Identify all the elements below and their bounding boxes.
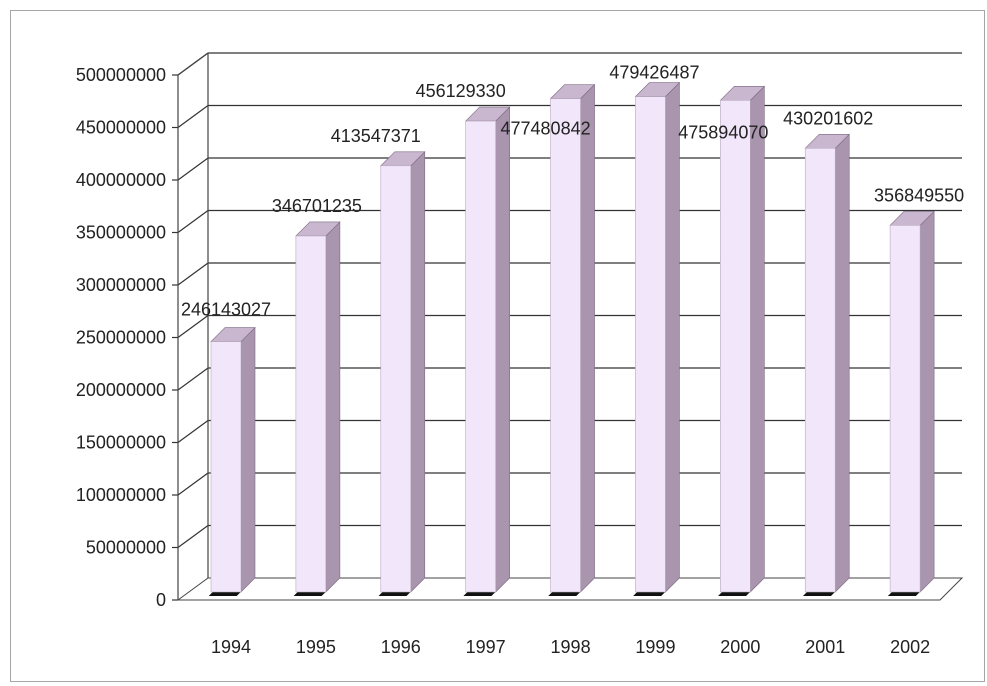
y-tick-label: 500000000 [76, 65, 166, 85]
bar [380, 165, 412, 593]
y-tick-label: 400000000 [76, 170, 166, 190]
y-tick-label: 250000000 [76, 328, 166, 348]
data-label: 477480842 [501, 119, 591, 139]
data-label: 456129330 [416, 81, 506, 101]
y-tick-label: 0 [156, 590, 166, 610]
gridline-depth [177, 420, 209, 443]
y-tick-label: 450000000 [76, 118, 166, 138]
bar [635, 96, 666, 593]
data-label: 246143027 [181, 300, 271, 320]
gridline-depth [177, 315, 209, 338]
top-wall-edge [177, 52, 209, 76]
bar-side [325, 221, 341, 593]
bar [889, 225, 921, 593]
bar-side [240, 326, 256, 593]
bar-side [919, 210, 935, 593]
y-tick-label: 350000000 [76, 223, 166, 243]
gridline-depth [177, 157, 209, 181]
data-label: 479426487 [609, 63, 699, 83]
x-tick-label: 1995 [296, 637, 336, 657]
bar [295, 235, 327, 593]
y-tick-label: 300000000 [76, 275, 166, 295]
bar [804, 147, 836, 593]
x-tick-label: 2002 [890, 637, 930, 657]
y-tick-label: 100000000 [76, 485, 166, 505]
data-label: 430201602 [783, 108, 873, 128]
x-tick-label: 1997 [466, 637, 506, 657]
x-tick-label: 1994 [211, 637, 251, 657]
data-label: 475894070 [678, 122, 768, 142]
bar-side [495, 106, 510, 593]
bar [465, 120, 496, 593]
data-label: 356849550 [874, 185, 964, 205]
bar [720, 100, 751, 593]
bar-side [410, 151, 426, 593]
x-tick-label: 1998 [551, 637, 591, 657]
gridline-depth [177, 367, 209, 391]
bar-side [750, 85, 765, 593]
bar-side [580, 83, 595, 593]
gridline-depth [177, 105, 209, 128]
bar [550, 98, 581, 593]
x-tick-label: 2001 [805, 637, 845, 657]
gridline-depth [177, 210, 209, 233]
bar-side [834, 133, 850, 593]
data-label: 346701235 [272, 196, 362, 216]
x-tick-label: 2000 [720, 637, 760, 657]
gridline-depth [177, 472, 209, 496]
x-tick-label: 1996 [381, 637, 421, 657]
gridline-depth [177, 262, 209, 286]
y-tick-label: 50000000 [86, 538, 166, 558]
y-tick-label: 200000000 [76, 380, 166, 400]
gridline-depth [177, 525, 209, 548]
x-tick-label: 1999 [635, 637, 675, 657]
bar-side [665, 81, 680, 593]
bar [210, 341, 242, 593]
data-label: 413547371 [331, 126, 421, 146]
y-tick-label: 150000000 [76, 433, 166, 453]
